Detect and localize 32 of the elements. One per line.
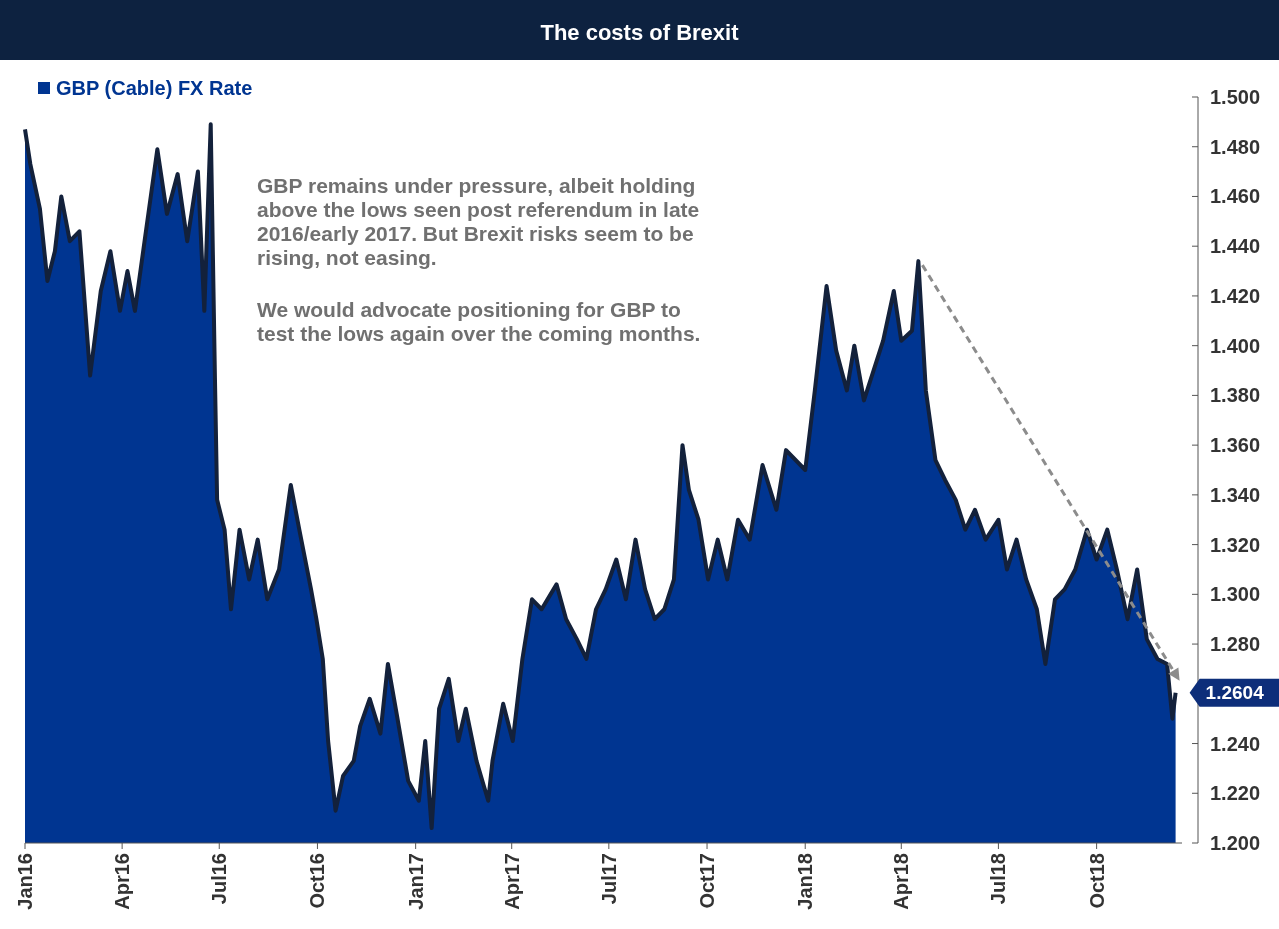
y-tick-label: 1.240 (1210, 732, 1261, 755)
y-tick-label: 1.500 (1210, 86, 1261, 108)
y-tick-label: 1.280 (1210, 633, 1261, 656)
y-tick-label: 1.320 (1210, 533, 1261, 556)
x-tick-label: Apr16 (111, 853, 134, 910)
y-tick-label: 1.480 (1210, 135, 1261, 158)
y-tick-label: 1.460 (1210, 185, 1261, 208)
x-tick-label: Jan18 (794, 853, 817, 910)
y-tick-label: 1.380 (1210, 384, 1261, 407)
legend-label: GBP (Cable) FX Rate (56, 77, 253, 99)
x-tick-label: Oct17 (696, 853, 719, 909)
x-tick-label: Jul16 (208, 853, 231, 905)
x-tick-label: Oct16 (306, 853, 329, 909)
y-tick-label: 1.400 (1210, 334, 1261, 357)
y-tick-label: 1.440 (1210, 235, 1261, 258)
annotation: 1.2604 (1205, 682, 1265, 704)
x-tick-label: Jul18 (987, 853, 1010, 905)
annotation: GBP remains under pressure, albeit holding above the lows seen post referendum in late 2016/early 2017. But Brexit risks seem to be rising, not easing. (257, 174, 700, 269)
y-tick-label: 1.340 (1210, 483, 1261, 506)
y-tick-label: 1.300 (1210, 583, 1261, 606)
y-tick-label: 1.200 (1210, 832, 1261, 854)
x-tick-label: Jan16 (14, 853, 36, 910)
y-tick-label: 1.360 (1210, 434, 1261, 457)
annotation: We would advocate positioning for GBP to test the lows again over the coming months. (257, 298, 701, 345)
x-tick-label: Jan17 (404, 853, 427, 910)
x-tick-label: Oct18 (1085, 853, 1108, 909)
x-tick-label: Jul17 (597, 853, 620, 905)
y-tick-label: 1.220 (1210, 782, 1261, 805)
x-tick-label: Apr17 (500, 853, 523, 910)
y-tick-label: 1.420 (1210, 284, 1261, 307)
chart-title: The costs of Brexit (540, 20, 740, 45)
x-tick-label: Apr18 (890, 853, 913, 910)
